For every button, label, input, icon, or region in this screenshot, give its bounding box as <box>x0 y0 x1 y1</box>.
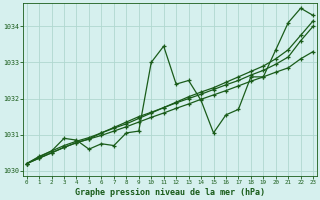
X-axis label: Graphe pression niveau de la mer (hPa): Graphe pression niveau de la mer (hPa) <box>75 188 265 197</box>
